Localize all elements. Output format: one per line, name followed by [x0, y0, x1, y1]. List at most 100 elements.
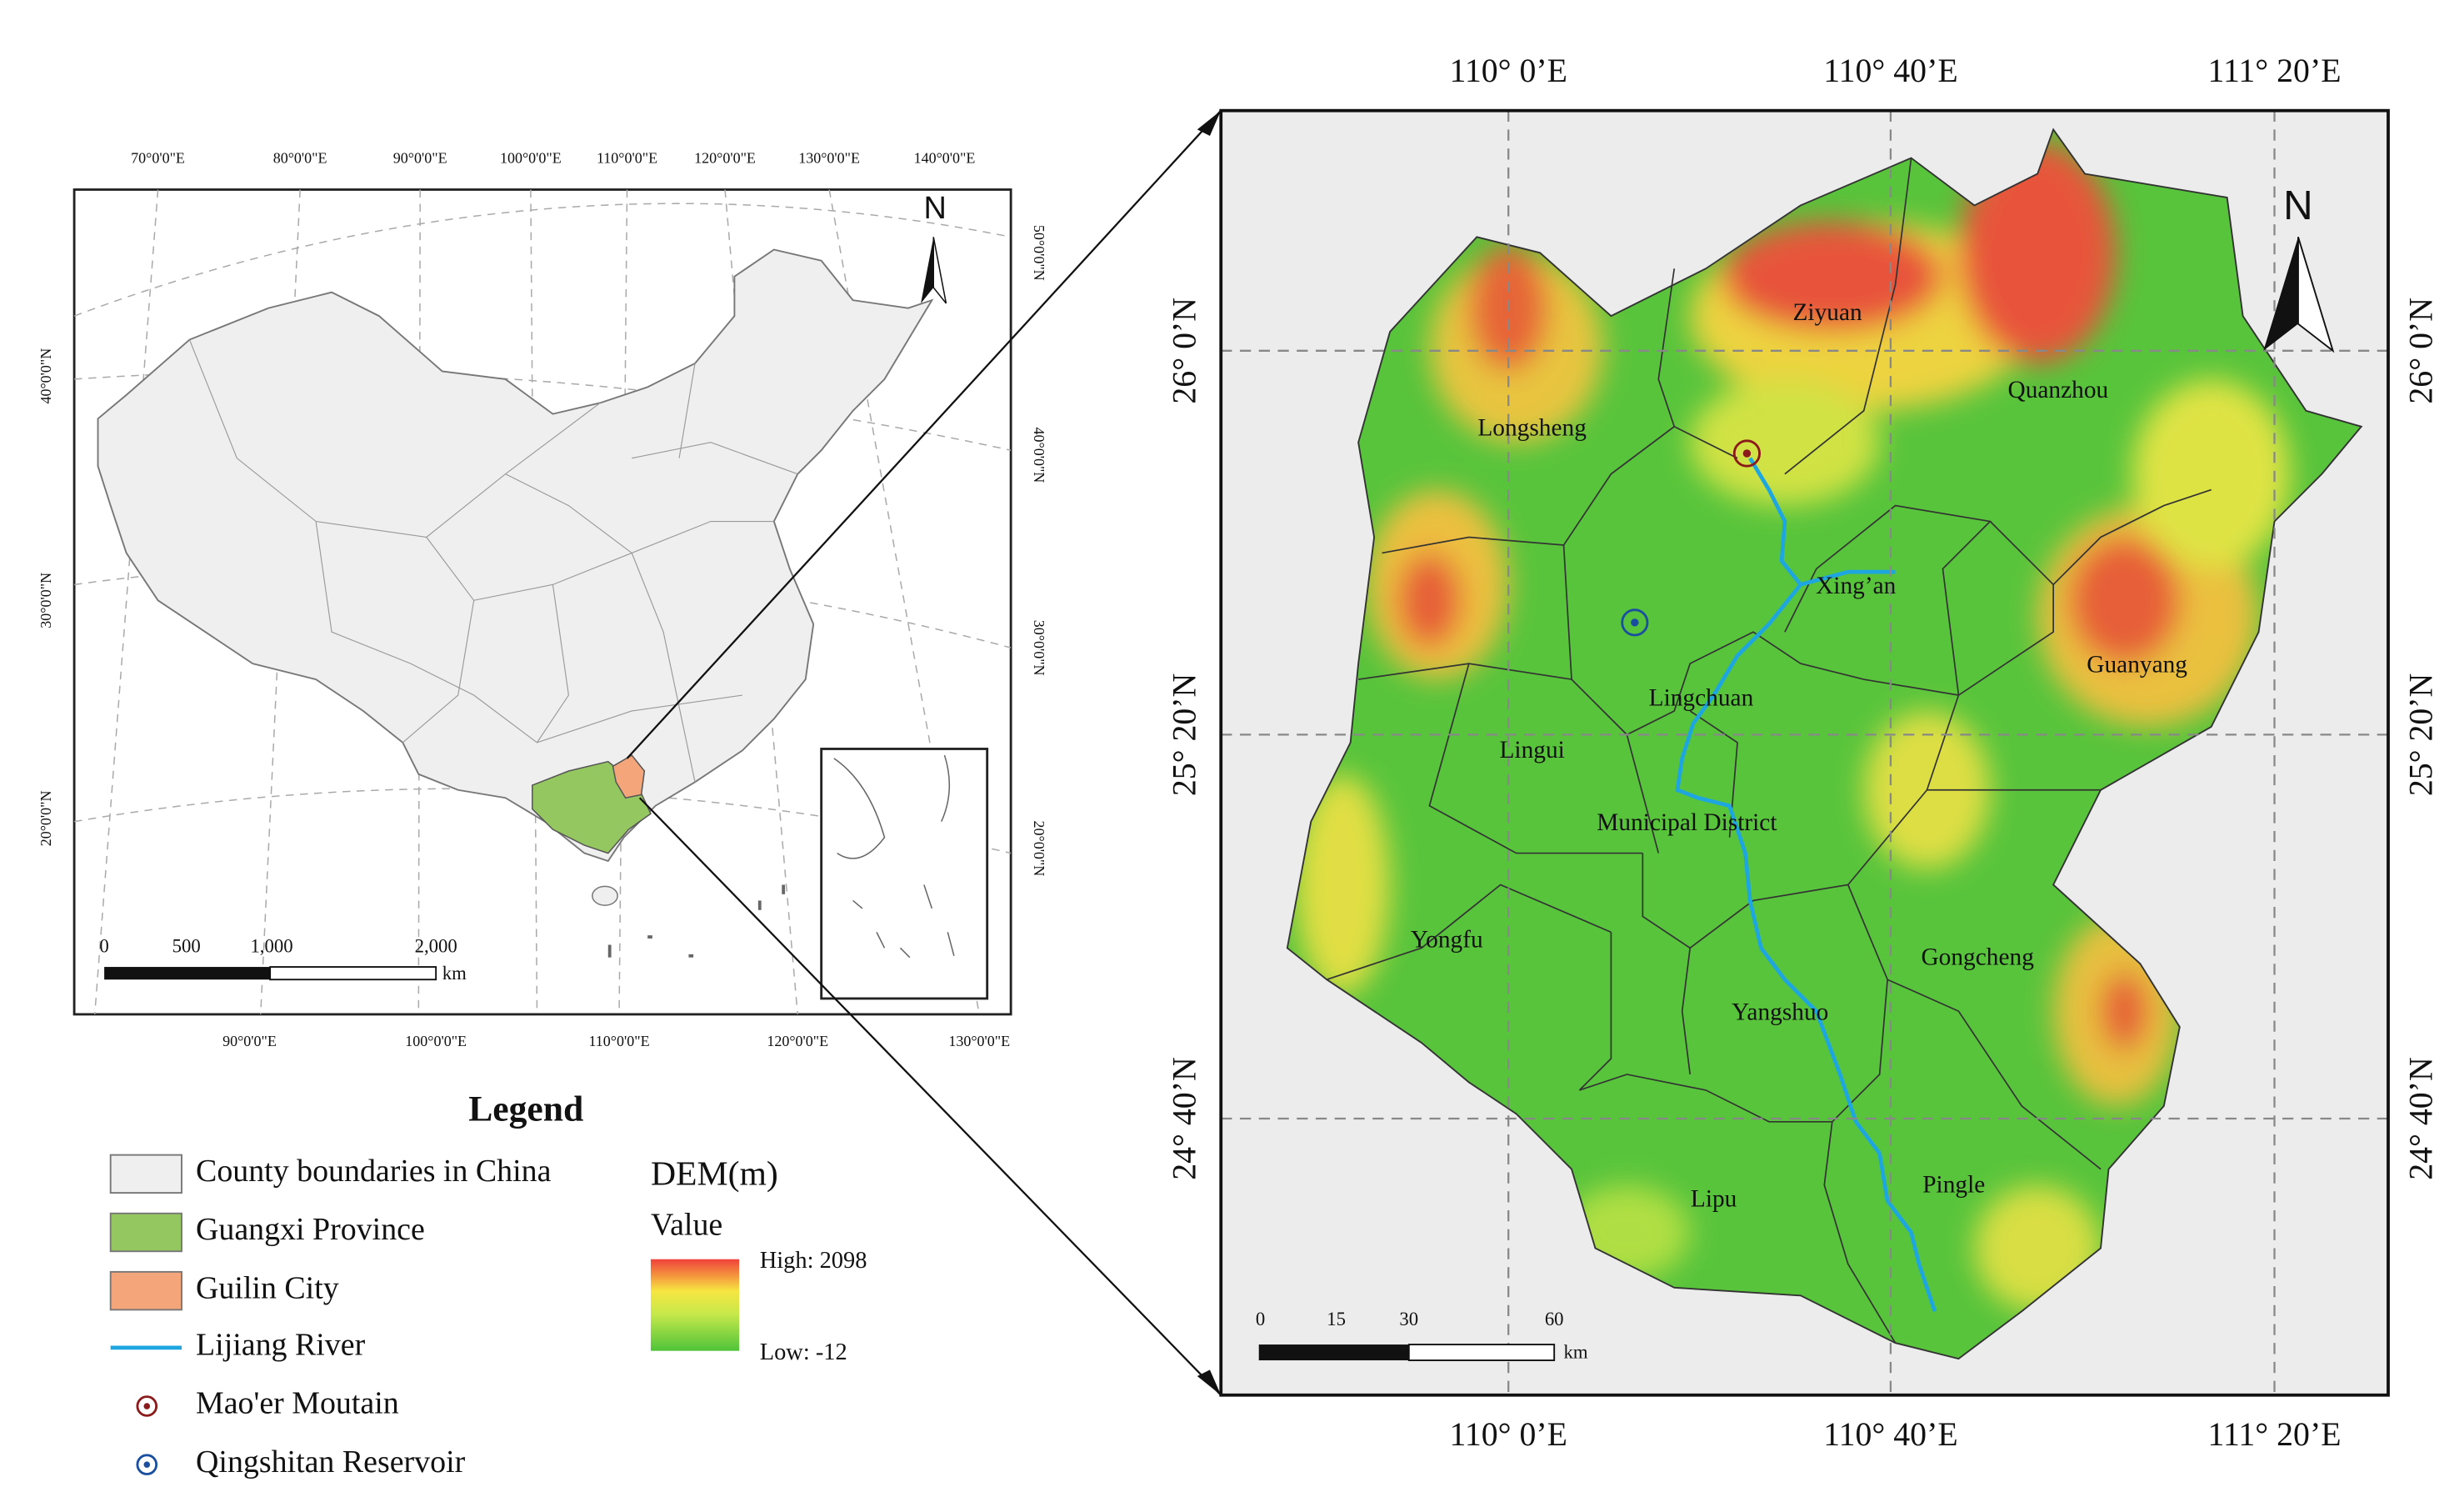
arrow-head	[1197, 1369, 1222, 1395]
lat-label: 26° 0’N	[1167, 298, 1203, 404]
north-label: N	[2283, 183, 2313, 228]
dem-ramp	[650, 1259, 740, 1351]
legend-swatch	[109, 1270, 182, 1311]
islands	[607, 884, 786, 958]
lat-label: 26° 0’N	[2403, 298, 2440, 404]
dem-title: DEM(m)	[651, 1155, 778, 1194]
legend-item: Guilin City	[196, 1270, 339, 1305]
inset-frame	[820, 748, 989, 1000]
lon-label: 120°0'0"E	[694, 150, 756, 167]
lon-label: 110°0'0"E	[597, 150, 657, 167]
place-label: Ziyuan	[1792, 299, 1862, 326]
place-label: Gongcheng	[1921, 944, 2034, 970]
dem-subtitle: Value	[651, 1208, 722, 1243]
lon-label: 90°0'0"E	[393, 150, 447, 167]
lat-label: 30°0'0"N	[1031, 620, 1047, 676]
lon-label: 90°0'0"E	[222, 1033, 277, 1049]
lon-label: 111° 20’E	[2208, 1416, 2342, 1453]
place-label: Lingchuan	[1649, 684, 1754, 711]
map-frame	[1219, 108, 2390, 1397]
lat-label: 20°0'0"N	[1031, 820, 1047, 876]
qingshitan-reservoir-marker	[1631, 618, 1639, 627]
scale-bar	[1407, 1344, 1556, 1361]
scale-label: 60	[1545, 1309, 1564, 1329]
maoer-mountain-marker	[1742, 449, 1752, 458]
dem-map	[1219, 108, 2390, 1397]
legend-item: Guangxi Province	[196, 1212, 425, 1247]
lon-label: 100°0'0"E	[500, 150, 562, 167]
inset-islands	[833, 754, 955, 959]
lat-label: 20°0'0"N	[37, 790, 54, 846]
lon-label: 100°0'0"E	[405, 1033, 467, 1049]
guilin-city	[612, 754, 646, 799]
lon-label: 120°0'0"E	[767, 1033, 828, 1049]
qingshitan-reservoir-marker	[1621, 608, 1649, 637]
place-label: Quanzhou	[2007, 377, 2108, 403]
legend-title: Legend	[468, 1089, 583, 1129]
legend	[109, 1154, 740, 1475]
scale-bar	[269, 966, 437, 981]
place-label: Lingui	[1499, 737, 1564, 764]
lon-label: 130°0'0"E	[798, 150, 860, 167]
legend-marker	[136, 1395, 158, 1417]
place-label: Lipu	[1691, 1185, 1737, 1212]
lat-label: 24° 40’N	[1167, 1057, 1203, 1179]
place-label: Longsheng	[1477, 414, 1587, 441]
legend-swatch	[109, 1212, 182, 1253]
lon-label: 110°0'0"E	[588, 1033, 649, 1049]
lon-label: 70°0'0"E	[131, 150, 185, 167]
lat-label: 40°0'0"N	[1031, 428, 1047, 483]
hainan-island	[592, 885, 618, 906]
overview-map	[72, 188, 1012, 1016]
scale-label: 500	[172, 936, 201, 957]
dem-low: Low: -12	[760, 1339, 847, 1365]
scale-label: 1,000	[250, 936, 292, 957]
scale-bar	[104, 967, 271, 980]
place-label: Pingle	[1922, 1171, 1985, 1198]
north-label: N	[923, 191, 946, 226]
maoer-mountain-marker	[1732, 439, 1762, 468]
north-arrow-half	[2297, 237, 2335, 353]
lat-label: 50°0'0"N	[1031, 225, 1047, 281]
scale-bar	[1258, 1344, 1409, 1361]
legend-item: County boundaries in China	[196, 1154, 552, 1189]
legend-item: Qingshitan Reservoir	[196, 1444, 466, 1479]
legend-marker	[136, 1454, 158, 1475]
legend-item: Mao'er Moutain	[196, 1386, 399, 1421]
place-label: Municipal District	[1597, 809, 1777, 836]
dem-high: High: 2098	[760, 1248, 867, 1274]
legend-marker	[143, 1461, 151, 1468]
place-label: Yongfu	[1411, 926, 1483, 953]
lon-label: 130°0'0"E	[948, 1033, 1010, 1049]
legend-item: Lijiang River	[196, 1328, 366, 1363]
north-arrow-half	[932, 237, 947, 304]
legend-marker	[143, 1403, 151, 1409]
lon-label: 110° 40’E	[1823, 1416, 1957, 1453]
county-boundaries	[188, 339, 798, 783]
lat-label: 24° 40’N	[2403, 1057, 2440, 1179]
scale-label: 0	[1256, 1309, 1265, 1329]
place-label: Guanyang	[2087, 652, 2187, 678]
lon-label: 111° 20’E	[2208, 53, 2342, 89]
arrow-head	[1197, 110, 1222, 137]
scale-label: 2,000	[415, 936, 457, 957]
lon-label: 80°0'0"E	[273, 150, 327, 167]
connector-line	[626, 109, 1222, 759]
lon-label: 110° 0’E	[1449, 1416, 1567, 1453]
lat-label: 30°0'0"N	[37, 573, 54, 628]
scale-unit: km	[1564, 1342, 1588, 1363]
connector-line	[638, 797, 1222, 1396]
lat-label: 25° 20’N	[1167, 673, 1203, 796]
lat-label: 40°0'0"N	[37, 348, 54, 404]
place-label: Xing’an	[1816, 573, 1897, 599]
place-label: Yangshuo	[1732, 999, 1828, 1026]
lat-label: 25° 20’N	[2403, 673, 2440, 796]
lon-label: 140°0'0"E	[914, 150, 976, 167]
scale-label: 30	[1399, 1309, 1418, 1329]
lon-label: 110° 40’E	[1823, 53, 1957, 89]
district-boundaries	[1326, 158, 2212, 1344]
scale-label: 0	[99, 936, 108, 957]
legend-swatch	[109, 1154, 182, 1194]
lon-label: 110° 0’E	[1449, 53, 1567, 89]
